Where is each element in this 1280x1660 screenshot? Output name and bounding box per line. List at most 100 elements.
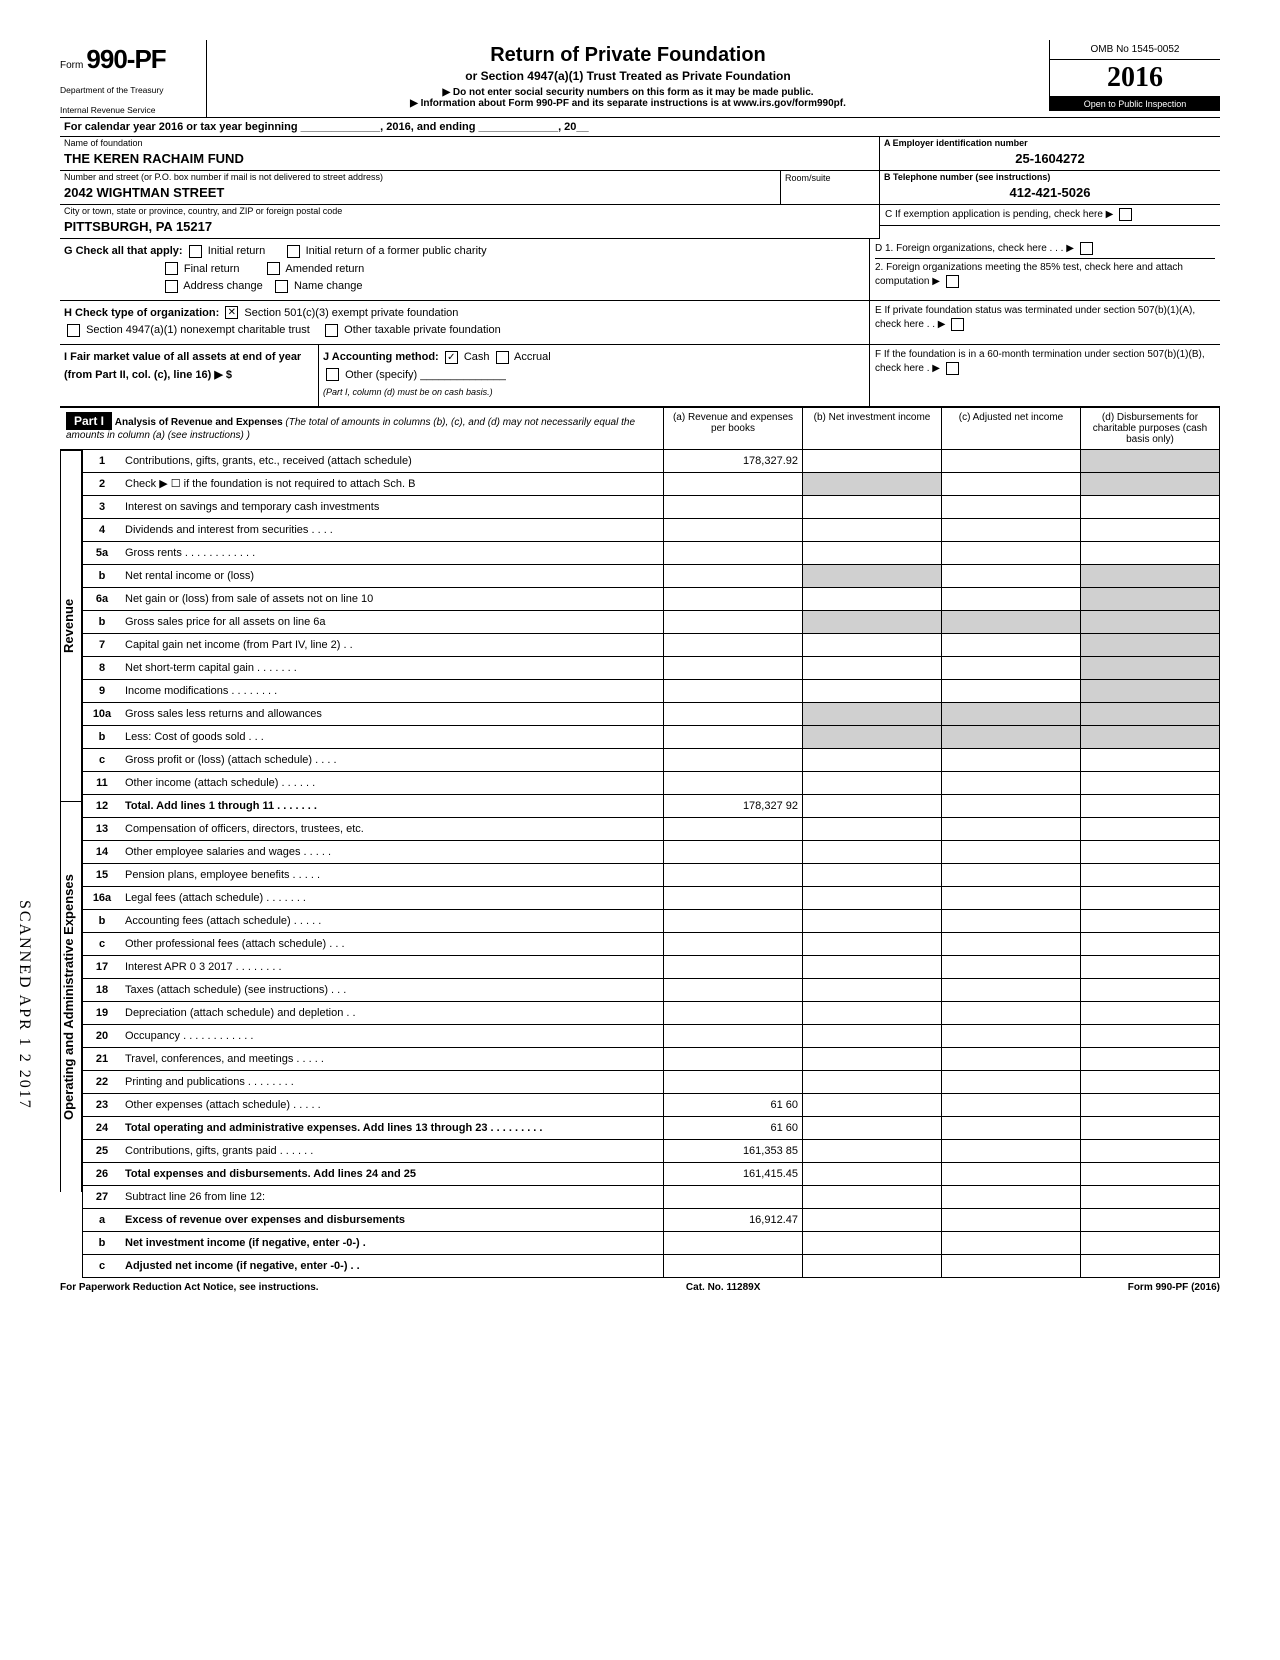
table-row: 26Total expenses and disbursements. Add … <box>83 1162 1220 1185</box>
col-b-value <box>803 564 942 587</box>
col-d-value <box>1081 863 1220 886</box>
line-num: b <box>83 610 122 633</box>
col-d-value <box>1081 587 1220 610</box>
col-a-value <box>664 1254 803 1277</box>
line-num: 18 <box>83 978 122 1001</box>
col-d-value <box>1081 633 1220 656</box>
col-b-value <box>803 1024 942 1047</box>
line-num: b <box>83 564 122 587</box>
d1-checkbox[interactable] <box>1080 242 1093 255</box>
col-c-value <box>942 610 1081 633</box>
line-num: 4 <box>83 518 122 541</box>
col-a-value <box>664 1185 803 1208</box>
j-other-checkbox[interactable] <box>326 368 339 381</box>
col-c-value <box>942 725 1081 748</box>
col-d-value <box>1081 794 1220 817</box>
c-checkbox[interactable] <box>1119 208 1132 221</box>
e-checkbox[interactable] <box>951 318 964 331</box>
col-a-value <box>664 978 803 1001</box>
line-desc: Net short-term capital gain . . . . . . … <box>121 656 664 679</box>
col-b-value <box>803 450 942 473</box>
col-a-value <box>664 1047 803 1070</box>
g-name-change-checkbox[interactable] <box>275 280 288 293</box>
col-c-value <box>942 748 1081 771</box>
table-row: bGross sales price for all assets on lin… <box>83 610 1220 633</box>
col-b-value <box>803 1001 942 1024</box>
line-num: 14 <box>83 840 122 863</box>
f-checkbox[interactable] <box>946 362 959 375</box>
col-c-value <box>942 587 1081 610</box>
line-desc: Dividends and interest from securities .… <box>121 518 664 541</box>
line-desc: Occupancy . . . . . . . . . . . . <box>121 1024 664 1047</box>
col-a-value <box>664 472 803 495</box>
table-row: 24Total operating and administrative exp… <box>83 1116 1220 1139</box>
g-final-return-checkbox[interactable] <box>165 262 178 275</box>
col-b-value <box>803 932 942 955</box>
phone-value: 412-421-5026 <box>880 183 1220 204</box>
line-desc: Total expenses and disbursements. Add li… <box>121 1162 664 1185</box>
g-former-public-checkbox[interactable] <box>287 245 300 258</box>
col-b-value <box>803 472 942 495</box>
line-num: 26 <box>83 1162 122 1185</box>
col-c-value <box>942 1139 1081 1162</box>
col-d-value <box>1081 564 1220 587</box>
calendar-year-line: For calendar year 2016 or tax year begin… <box>60 118 1220 136</box>
h-4947-checkbox[interactable] <box>67 324 80 337</box>
col-a-value <box>664 495 803 518</box>
h-other-taxable-checkbox[interactable] <box>325 324 338 337</box>
h-501c3-checkbox[interactable]: ✕ <box>225 306 238 319</box>
line-num: 27 <box>83 1185 122 1208</box>
table-row: bNet investment income (if negative, ent… <box>83 1231 1220 1254</box>
line-num: c <box>83 932 122 955</box>
col-c-value <box>942 794 1081 817</box>
line-desc: Other professional fees (attach schedule… <box>121 932 664 955</box>
col-a-value <box>664 886 803 909</box>
j-section: J Accounting method: ✓ Cash Accrual Othe… <box>319 345 869 406</box>
line-desc: Other expenses (attach schedule) . . . .… <box>121 1093 664 1116</box>
col-b-value <box>803 886 942 909</box>
line-num: 17 <box>83 955 122 978</box>
col-d-value <box>1081 1139 1220 1162</box>
line-desc: Total operating and administrative expen… <box>121 1116 664 1139</box>
table-row: 8Net short-term capital gain . . . . . .… <box>83 656 1220 679</box>
col-a-value <box>664 1231 803 1254</box>
col-d-value <box>1081 978 1220 1001</box>
col-b-value <box>803 1185 942 1208</box>
col-c-value <box>942 1116 1081 1139</box>
table-row: 25Contributions, gifts, grants paid . . … <box>83 1139 1220 1162</box>
line-num: 5a <box>83 541 122 564</box>
col-a-value <box>664 863 803 886</box>
g-address-change-checkbox[interactable] <box>165 280 178 293</box>
e-section: E If private foundation status was termi… <box>870 301 1220 344</box>
col-a-value <box>664 702 803 725</box>
line-desc: Compensation of officers, directors, tru… <box>121 817 664 840</box>
address-label: Number and street (or P.O. box number if… <box>60 171 780 183</box>
g-amended-checkbox[interactable] <box>267 262 280 275</box>
line-desc: Gross sales price for all assets on line… <box>121 610 664 633</box>
col-d-value <box>1081 840 1220 863</box>
col-a-value: 178,327 92 <box>664 794 803 817</box>
g-initial-return-checkbox[interactable] <box>189 245 202 258</box>
col-c-value <box>942 955 1081 978</box>
ein-label: A Employer identification number <box>880 137 1220 149</box>
col-d-value <box>1081 1185 1220 1208</box>
col-a-value: 61 60 <box>664 1093 803 1116</box>
col-d-value <box>1081 932 1220 955</box>
j-cash-checkbox[interactable]: ✓ <box>445 351 458 364</box>
j-accrual-checkbox[interactable] <box>496 351 509 364</box>
line-num: a <box>83 1208 122 1231</box>
col-d-value <box>1081 725 1220 748</box>
col-d-value <box>1081 1047 1220 1070</box>
footer-left: For Paperwork Reduction Act Notice, see … <box>60 1282 319 1293</box>
col-a-value <box>664 610 803 633</box>
col-a-value <box>664 518 803 541</box>
col-b-value <box>803 1116 942 1139</box>
line-num: 19 <box>83 1001 122 1024</box>
col-a-value <box>664 748 803 771</box>
table-row: 11Other income (attach schedule) . . . .… <box>83 771 1220 794</box>
col-a-value <box>664 817 803 840</box>
col-c-value <box>942 863 1081 886</box>
table-row: cOther professional fees (attach schedul… <box>83 932 1220 955</box>
d2-checkbox[interactable] <box>946 275 959 288</box>
table-row: 3Interest on savings and temporary cash … <box>83 495 1220 518</box>
